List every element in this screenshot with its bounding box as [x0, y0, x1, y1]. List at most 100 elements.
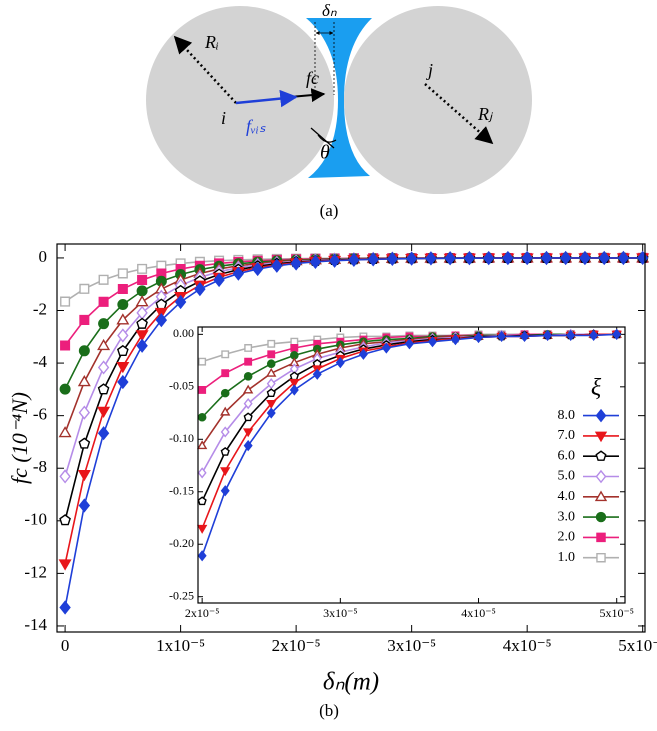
marker — [59, 383, 71, 395]
x-tick-label: 4x10⁻⁵ — [503, 636, 552, 655]
marker — [335, 357, 345, 369]
marker — [428, 336, 437, 348]
legend-marker — [596, 552, 606, 563]
marker — [266, 388, 276, 398]
legend-label: 3.0 — [558, 509, 576, 524]
marker — [463, 251, 476, 266]
marker — [79, 314, 90, 325]
marker — [59, 514, 71, 526]
marker — [243, 412, 253, 422]
x-tick-label: 2x10⁻⁵ — [272, 636, 321, 655]
contact-tangent — [310, 127, 335, 149]
marker — [244, 344, 253, 352]
marker — [290, 337, 299, 346]
legend-label: 6.0 — [558, 448, 576, 463]
marker — [197, 412, 207, 422]
marker — [220, 426, 230, 438]
panel-label: (b) — [319, 701, 339, 720]
marker — [97, 338, 111, 351]
particle-j — [344, 6, 532, 194]
marker — [242, 384, 254, 394]
marker — [358, 348, 368, 360]
y-tick-label: -0.20 — [169, 536, 194, 550]
marker — [213, 272, 225, 288]
legend-marker — [594, 490, 608, 502]
marker — [197, 467, 207, 479]
legend-label: 5.0 — [558, 469, 576, 484]
marker — [266, 359, 276, 369]
marker — [197, 496, 207, 506]
legend-label: 2.0 — [558, 530, 576, 545]
marker — [589, 329, 599, 342]
x-tick-label: 0 — [61, 636, 70, 655]
marker — [60, 296, 71, 307]
marker — [97, 406, 111, 418]
marker — [97, 360, 110, 375]
marker — [266, 378, 276, 390]
marker — [404, 338, 414, 350]
marker — [386, 251, 399, 267]
marker — [116, 361, 130, 374]
marker — [266, 367, 277, 377]
marker — [242, 428, 254, 438]
label: i — [221, 108, 226, 128]
legend-title: ξ — [591, 375, 602, 401]
y-axis-label: fc (10⁻⁴N) — [7, 392, 32, 484]
marker — [194, 281, 206, 297]
marker — [117, 374, 129, 390]
marker — [98, 318, 110, 330]
marker — [617, 250, 630, 266]
marker — [425, 251, 437, 266]
marker — [117, 268, 128, 279]
marker — [232, 266, 245, 281]
marker — [289, 379, 300, 388]
label: δₙ — [322, 1, 337, 20]
marker — [117, 344, 129, 357]
marker — [267, 350, 276, 359]
label: fᵥᵢₛ — [246, 116, 266, 136]
marker — [220, 467, 231, 477]
marker — [136, 285, 148, 297]
marker — [137, 263, 148, 274]
marker — [220, 447, 230, 456]
marker — [221, 369, 230, 378]
marker — [309, 254, 322, 269]
y-tick-label: -14 — [24, 615, 47, 634]
marker — [59, 469, 71, 484]
marker — [60, 340, 71, 351]
marker — [559, 250, 572, 266]
particle-i — [146, 6, 334, 194]
marker — [155, 313, 168, 328]
x-tick-label: 4x10⁻⁵ — [461, 606, 496, 620]
marker — [521, 250, 533, 266]
legend-label: 8.0 — [558, 408, 576, 423]
x-tick-label: 3x10⁻⁵ — [387, 636, 436, 655]
caption: (a) — [320, 201, 339, 220]
marker — [289, 384, 299, 396]
label: θ — [320, 142, 330, 164]
marker — [196, 440, 208, 450]
y-tick-label: -0.05 — [169, 379, 194, 393]
marker — [221, 350, 230, 359]
marker — [520, 330, 530, 343]
marker — [312, 368, 322, 380]
label: Rⱼ — [477, 104, 494, 124]
marker — [502, 250, 514, 266]
marker — [579, 250, 591, 266]
marker — [78, 437, 91, 449]
marker — [59, 600, 71, 615]
marker — [444, 251, 456, 266]
y-tick-label: -0.10 — [169, 431, 194, 445]
label: j — [426, 60, 433, 80]
marker — [97, 426, 110, 441]
legend-label: 7.0 — [558, 428, 576, 443]
marker — [367, 252, 379, 267]
marker — [137, 274, 148, 285]
marker — [78, 345, 90, 357]
marker — [78, 498, 91, 513]
marker — [251, 261, 264, 277]
plot-frame — [56, 243, 646, 633]
marker — [174, 294, 187, 310]
marker — [266, 407, 276, 419]
marker — [497, 330, 507, 343]
